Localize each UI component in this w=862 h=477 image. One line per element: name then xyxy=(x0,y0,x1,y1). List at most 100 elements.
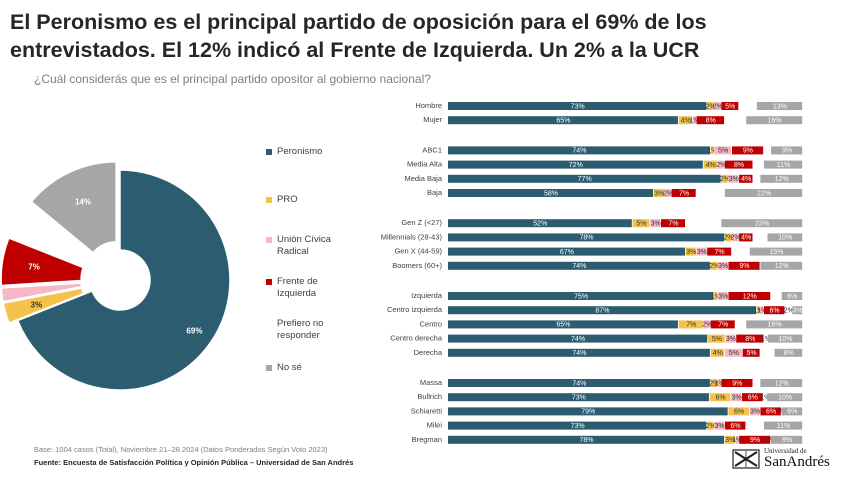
bar-segment-derecha-prefiero-no-responder xyxy=(760,348,774,357)
bar-segment-abc1-frente-de-izquierda xyxy=(732,146,764,155)
bar-label-centro-peronismo: 65% xyxy=(556,322,570,329)
legend-label-peronismo: Peronismo xyxy=(277,146,323,157)
bar-label-boomers-60-union-civica-radical: 3% xyxy=(718,263,728,270)
footer-source: Fuente: Encuesta de Satisfacción Polític… xyxy=(34,458,354,467)
bar-segment-media-baja-pro xyxy=(721,174,728,183)
bar-segment-mujer-peronismo xyxy=(448,116,678,125)
bar-label-media-baja-pro: 2% xyxy=(720,176,730,183)
bar-label-boomers-60-peronismo: 74% xyxy=(572,263,586,270)
bar-label-derecha-frente-de-izquierda: 5% xyxy=(746,350,756,357)
university-logo: Universidad de SanAndrés xyxy=(732,446,857,472)
bar-segment-mujer-frente-de-izquierda xyxy=(696,116,725,125)
bar-label-millennials-28-43-no-se: 10% xyxy=(778,235,792,242)
bar-segment-boomers-60-union-civica-radical xyxy=(717,261,728,270)
logo-small-text: Universidad de xyxy=(764,447,807,455)
page-subtitle: ¿Cuál considerás que es el principal par… xyxy=(34,72,431,86)
bar-label-centro-frente-de-izquierda: 7% xyxy=(718,322,728,329)
bar-label-derecha-pro: 4% xyxy=(713,350,723,357)
bar-label-bullrich-prefiero-no-responder: 1% xyxy=(760,395,770,402)
bar-label-centro-derecha-pro: 5% xyxy=(712,336,722,343)
bar-label-media-alta-union-civica-radical: 2% xyxy=(716,162,726,169)
bar-segment-abc1-peronismo xyxy=(448,146,710,155)
bar-segment-mujer-no-se xyxy=(746,116,803,125)
bar-segment-bregman-peronismo xyxy=(448,435,725,444)
row-label-gen-x-44-59: Gen X (44-59) xyxy=(394,247,442,256)
bar-segment-derecha-pro xyxy=(710,348,725,357)
bar-segment-centro-izquierda-frente-de-izquierda xyxy=(763,306,785,315)
bar-segment-abc1-union-civica-radical xyxy=(714,146,732,155)
bar-segment-media-baja-union-civica-radical xyxy=(728,174,739,183)
bar-label-schiaretti-no-se: 6% xyxy=(787,409,797,416)
bar-label-millennials-28-43-union-civica-radical: 2% xyxy=(730,235,740,242)
bar-label-hombre-union-civica-radical: 2% xyxy=(713,103,723,110)
bar-segment-centro-derecha-pro xyxy=(708,334,725,343)
bar-label-media-baja-union-civica-radical: 3% xyxy=(729,176,739,183)
bar-segment-boomers-60-frente-de-izquierda xyxy=(728,261,760,270)
bar-label-bullrich-pro: 6% xyxy=(715,395,725,402)
bar-label-schiaretti-pro: 6% xyxy=(734,409,744,416)
bar-segment-izquierda-peronismo xyxy=(448,292,714,300)
bar-segment-bullrich-frente-de-izquierda xyxy=(742,393,763,402)
bar-segment-media-baja-prefiero-no-responder xyxy=(753,174,760,183)
legend-label-pro: PRO xyxy=(277,194,298,205)
bar-segment-centro-no-se xyxy=(746,320,803,329)
bar-label-bregman-frente-de-izquierda: 9% xyxy=(750,437,760,444)
bar-label-hombre-pro: 2% xyxy=(706,103,716,110)
stacked-bar-chart: Hombre 73% 2%2% 5% 13%Mujer 65% 4%1% 8% 16%ABC1 7… xyxy=(381,101,803,444)
row-label-hombre: Hombre xyxy=(415,101,442,110)
bar-label-millennials-28-43-peronismo: 78% xyxy=(579,235,593,242)
bar-segment-gen-x-44-59-prefiero-no-responder xyxy=(732,247,749,256)
legend-item-peronismo: Peronismo xyxy=(266,146,366,194)
bar-segment-mujer-prefiero-no-responder xyxy=(724,116,746,125)
bar-segment-bullrich-union-civica-radical xyxy=(731,393,742,402)
bar-segment-millennials-28-43-frente-de-izquierda xyxy=(739,233,753,242)
bar-segment-centro-derecha-frente-de-izquierda xyxy=(736,334,764,343)
bar-segment-bregman-pro xyxy=(724,435,735,444)
bar-label-bregman-union-civica-radical: 1% xyxy=(732,437,742,444)
row-label-izquierda: Izquierda xyxy=(411,291,443,300)
bar-label-bullrich-no-se: 10% xyxy=(778,395,792,402)
pie-slice-frente-de-izquierda xyxy=(0,237,85,287)
donut-chart: 69% 3% 7% 14% xyxy=(0,161,231,391)
bar-segment-schiaretti-no-se xyxy=(781,407,803,416)
bar-segment-boomers-60-pro xyxy=(710,261,717,270)
bar-segment-derecha-no-se xyxy=(774,348,803,357)
pie-slice-union-civica-radical xyxy=(0,282,83,303)
bar-label-milei-union-civica-radical: 3% xyxy=(715,423,725,430)
bar-segment-gen-z-27-union-civica-radical xyxy=(650,219,661,228)
bar-segment-media-alta-prefiero-no-responder xyxy=(753,160,764,169)
bar-label-schiaretti-frente-de-izquierda: 6% xyxy=(766,409,776,416)
bar-segment-boomers-60-no-se xyxy=(760,261,803,270)
row-label-milei: Milei xyxy=(427,421,443,430)
bar-label-baja-pro: 3% xyxy=(654,190,664,197)
bar-segment-media-baja-frente-de-izquierda xyxy=(739,174,753,183)
bar-segment-baja-frente-de-izquierda xyxy=(671,189,696,197)
bar-segment-centro-peronismo xyxy=(448,320,678,329)
bar-label-media-alta-peronismo: 72% xyxy=(569,162,583,169)
bar-label-mujer-pro: 4% xyxy=(681,118,691,125)
pie-label-pro: 3% xyxy=(31,300,43,309)
bar-label-milei-no-se: 11% xyxy=(777,423,791,430)
bar-label-mujer-frente-de-izquierda: 8% xyxy=(706,118,716,125)
bar-segment-massa-union-civica-radical xyxy=(717,379,721,387)
bar-label-centro-izquierda-no-se: 3% xyxy=(793,308,803,315)
bar-label-centro-derecha-prefiero-no-responder: 1% xyxy=(761,336,771,343)
bar-segment-millennials-28-43-no-se xyxy=(767,233,803,242)
bar-segment-media-alta-union-civica-radical xyxy=(717,160,725,169)
bar-segment-millennials-28-43-pro xyxy=(724,233,732,242)
bar-label-boomers-60-no-se: 12% xyxy=(775,263,789,270)
bar-segment-hombre-union-civica-radical xyxy=(714,102,721,110)
bar-label-centro-derecha-union-civica-radical: 3% xyxy=(726,336,736,343)
bar-label-derecha-union-civica-radical: 5% xyxy=(729,350,739,357)
legend-swatch-fit xyxy=(266,279,272,285)
crest-icon xyxy=(732,449,760,469)
bar-segment-abc1-prefiero-no-responder xyxy=(763,146,771,155)
bar-label-bullrich-union-civica-radical: 3% xyxy=(732,395,742,402)
bar-label-media-alta-frente-de-izquierda: 8% xyxy=(734,162,744,169)
bar-label-gen-x-44-59-frente-de-izquierda: 7% xyxy=(715,249,725,256)
legend-swatch-ucr xyxy=(266,237,272,243)
bar-segment-abc1-no-se xyxy=(771,146,803,155)
bar-segment-izquierda-prefiero-no-responder xyxy=(771,292,781,300)
bar-label-centro-no-se: 16% xyxy=(768,322,782,329)
bar-segment-hombre-peronismo xyxy=(448,102,707,110)
